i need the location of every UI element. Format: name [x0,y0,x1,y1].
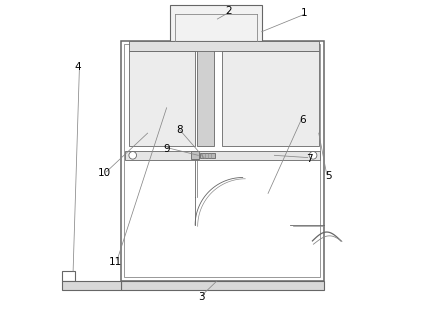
Text: 7: 7 [306,153,313,164]
Text: 5: 5 [325,171,332,181]
Bar [200,153,215,158]
Bar [170,5,262,41]
Bar [121,41,324,281]
Bar [197,41,214,146]
Circle shape [309,152,317,159]
Text: 8: 8 [176,125,183,135]
Text: 9: 9 [163,144,170,154]
Text: 10: 10 [98,168,111,178]
Text: 4: 4 [75,61,81,72]
Bar [62,271,75,281]
Text: 1: 1 [301,8,308,18]
Bar [62,281,121,290]
Bar [222,51,319,146]
Bar [191,151,199,159]
Text: 6: 6 [300,115,306,126]
Bar [121,281,324,290]
Bar [129,51,195,146]
Bar [124,44,320,277]
Text: 2: 2 [225,6,232,16]
Text: 11: 11 [109,256,122,267]
Bar [125,151,320,160]
Bar [129,41,319,51]
Text: 3: 3 [198,292,205,302]
Circle shape [129,152,136,159]
